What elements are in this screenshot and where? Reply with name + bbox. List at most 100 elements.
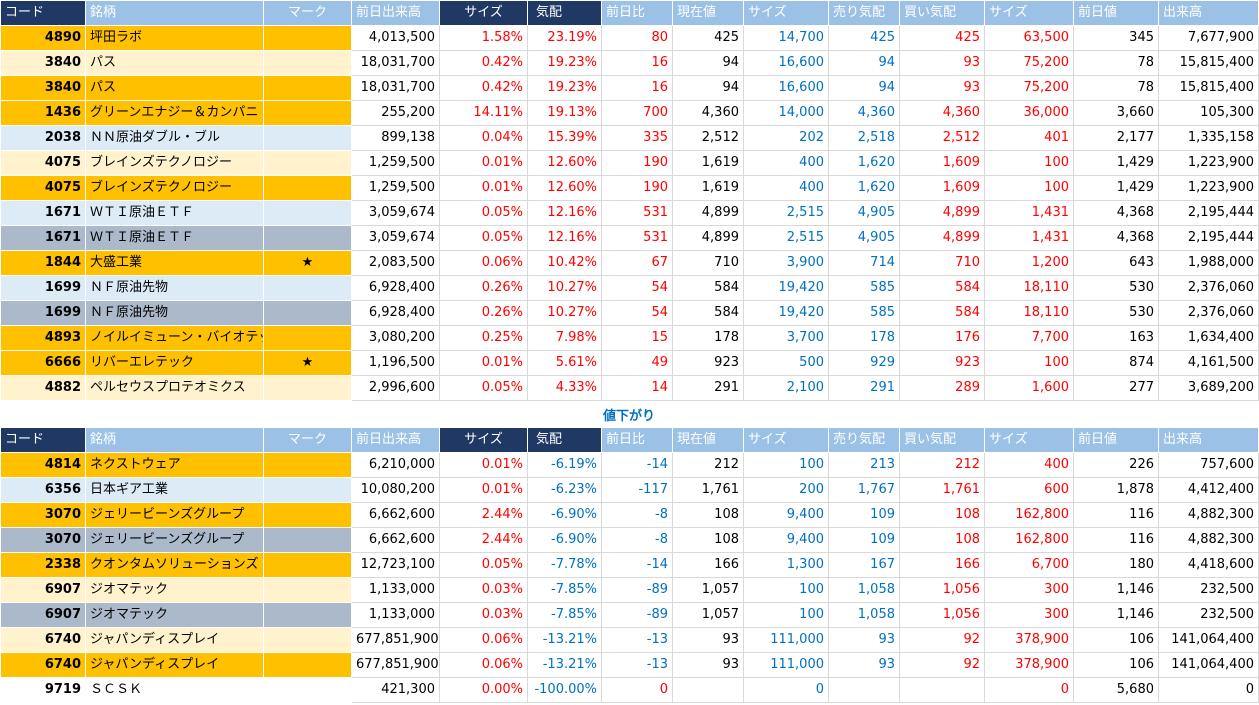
cell-prev-price: 226 <box>1073 452 1159 478</box>
cell-prev-price: 4,368 <box>1073 225 1159 251</box>
cell-name: 大盛工業 <box>85 250 264 276</box>
cell-ask: 4,360 <box>828 100 900 126</box>
cell-size-3: 400 <box>984 452 1074 478</box>
table-row: 1436 グリーンエナジー＆カンパニ 255,200 14.11% 19.13% 700 4… <box>0 100 1259 126</box>
gainers-body: 4890 坪田ラボ 4,013,500 1.58% 23.19% 80 425 14,700 4… <box>0 25 1259 401</box>
cell-price: 1,619 <box>672 175 744 201</box>
cell-size-2: 111,000 <box>743 627 829 653</box>
cell-size-3: 100 <box>984 350 1074 376</box>
cell-bid: 710 <box>899 250 985 276</box>
cell-change: 54 <box>601 275 673 301</box>
cell-size-2: 100 <box>743 452 829 478</box>
cell-name: パス <box>85 50 264 76</box>
cell-size-2: 2,100 <box>743 375 829 401</box>
cell-change: 700 <box>601 100 673 126</box>
col-header-prev-price: 前日値 <box>1073 0 1159 26</box>
cell-price: 923 <box>672 350 744 376</box>
cell-change: 80 <box>601 25 673 51</box>
cell-code: 3840 <box>0 75 86 101</box>
cell-prev-price: 874 <box>1073 350 1159 376</box>
cell-size-3: 100 <box>984 150 1074 176</box>
cell-volume: 7,677,900 <box>1158 25 1259 51</box>
cell-size-1: 0.25% <box>439 325 528 351</box>
cell-name: ペルセウスプロテオミクス <box>85 375 264 401</box>
table-row: 6356 日本ギア工業 10,080,200 0.01% -6.23% -117 1,761… <box>0 477 1259 503</box>
cell-code: 4890 <box>0 25 86 51</box>
cell-volume: 232,500 <box>1158 602 1259 628</box>
table-header: コード 銘柄 マーク 前日出来高 サイズ 気配 前日比 現在値 サイズ 売り気配 買い気配 サイズ 前日… <box>0 427 1259 453</box>
cell-volume: 4,161,500 <box>1158 350 1259 376</box>
cell-name: グリーンエナジー＆カンパニ <box>85 100 264 126</box>
cell-prev-volume: 6,662,600 <box>351 502 440 528</box>
cell-prev-price: 643 <box>1073 250 1159 276</box>
cell-kehai: 10.42% <box>527 250 602 276</box>
cell-code: 4882 <box>0 375 86 401</box>
cell-size-2: 500 <box>743 350 829 376</box>
cell-kehai: -100.00% <box>527 677 602 703</box>
cell-ask: 4,905 <box>828 200 900 226</box>
cell-mark <box>263 325 352 351</box>
cell-change: -89 <box>601 577 673 603</box>
cell-bid: 93 <box>899 50 985 76</box>
cell-kehai: -6.23% <box>527 477 602 503</box>
cell-volume: 3,689,200 <box>1158 375 1259 401</box>
col-header-size-3: サイズ <box>984 427 1074 453</box>
cell-kehai: -7.85% <box>527 577 602 603</box>
col-header-change: 前日比 <box>601 427 673 453</box>
cell-volume: 4,882,300 <box>1158 527 1259 553</box>
cell-mark <box>263 477 352 503</box>
cell-code: 2038 <box>0 125 86 151</box>
cell-bid: 108 <box>899 502 985 528</box>
cell-size-2: 111,000 <box>743 652 829 678</box>
cell-volume: 141,064,400 <box>1158 627 1259 653</box>
cell-change: -8 <box>601 502 673 528</box>
table-row: 3070 ジェリービーンズグループ 6,662,600 2.44% -6.90% -8 10… <box>0 502 1259 528</box>
cell-bid: 93 <box>899 75 985 101</box>
col-header-code: コード <box>0 427 86 453</box>
cell-bid: 923 <box>899 350 985 376</box>
cell-prev-volume: 677,851,900 <box>351 627 440 653</box>
cell-code: 6907 <box>0 602 86 628</box>
cell-name: パス <box>85 75 264 101</box>
cell-change: 49 <box>601 350 673 376</box>
cell-kehai: -6.90% <box>527 502 602 528</box>
cell-prev-volume: 10,080,200 <box>351 477 440 503</box>
cell-size-1: 0.03% <box>439 602 528 628</box>
cell-price: 4,899 <box>672 225 744 251</box>
cell-price: 291 <box>672 375 744 401</box>
cell-size-1: 2.44% <box>439 502 528 528</box>
table-row: 6907 ジオマテック 1,133,000 0.03% -7.85% -89 1,057 10… <box>0 577 1259 603</box>
cell-bid: 108 <box>899 527 985 553</box>
cell-prev-price: 163 <box>1073 325 1159 351</box>
cell-prev-volume: 3,059,674 <box>351 200 440 226</box>
cell-code: 6666 <box>0 350 86 376</box>
cell-name: ブレインズテクノロジー <box>85 175 264 201</box>
cell-bid: 92 <box>899 652 985 678</box>
cell-code: 4814 <box>0 452 86 478</box>
table-row: 1699 ＮＦ原油先物 6,928,400 0.26% 10.27% 54 584 19,42… <box>0 275 1259 301</box>
cell-prev-volume: 3,080,200 <box>351 325 440 351</box>
cell-size-3: 75,200 <box>984 50 1074 76</box>
cell-size-1: 1.58% <box>439 25 528 51</box>
cell-bid: 1,056 <box>899 577 985 603</box>
cell-price: 166 <box>672 552 744 578</box>
cell-kehai: 12.16% <box>527 225 602 251</box>
cell-size-3: 7,700 <box>984 325 1074 351</box>
cell-name: ジェリービーンズグループ <box>85 527 264 553</box>
col-header-size-2: サイズ <box>743 0 829 26</box>
cell-size-1: 0.26% <box>439 275 528 301</box>
cell-size-1: 0.01% <box>439 452 528 478</box>
cell-size-1: 0.42% <box>439 75 528 101</box>
cell-prev-price: 78 <box>1073 50 1159 76</box>
cell-ask: 1,058 <box>828 577 900 603</box>
cell-name: ジャパンディスプレイ <box>85 627 264 653</box>
cell-price: 1,761 <box>672 477 744 503</box>
losers-body: 4814 ネクストウェア 6,210,000 0.01% -6.19% -14 212 100… <box>0 452 1259 703</box>
cell-price: 178 <box>672 325 744 351</box>
cell-prev-price: 1,429 <box>1073 175 1159 201</box>
cell-volume: 15,815,400 <box>1158 50 1259 76</box>
cell-code: 1671 <box>0 200 86 226</box>
cell-change: -14 <box>601 452 673 478</box>
cell-change: 16 <box>601 50 673 76</box>
table-row: 4882 ペルセウスプロテオミクス 2,996,600 0.05% 4.33% 14 291… <box>0 375 1259 401</box>
